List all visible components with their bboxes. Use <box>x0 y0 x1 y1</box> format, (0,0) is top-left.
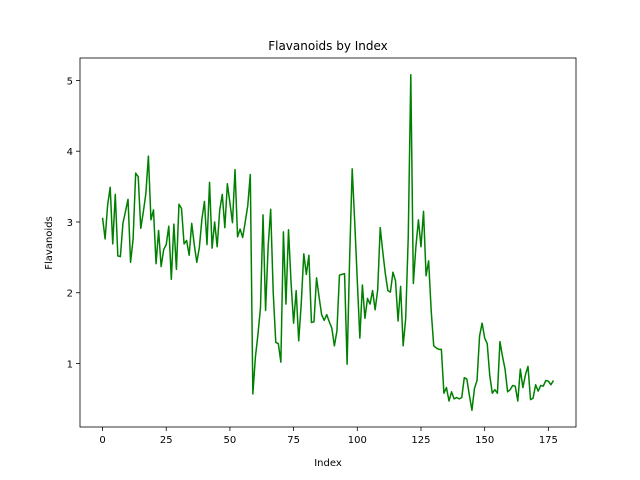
x-tick-label: 175 <box>539 435 558 446</box>
y-tick-label: 1 <box>67 360 73 371</box>
plot-frame <box>79 57 577 428</box>
y-tick-label: 4 <box>67 147 73 158</box>
data-line <box>101 74 555 411</box>
y-tick-label: 3 <box>67 218 73 229</box>
x-axis-label: Index <box>314 458 342 469</box>
x-tick-label: 100 <box>348 435 367 446</box>
y-tick-label: 5 <box>67 76 73 87</box>
x-tick-label: 75 <box>287 435 300 446</box>
x-tick-label: 125 <box>411 435 430 446</box>
x-tick-label: 50 <box>224 435 237 446</box>
x-tick-label: 150 <box>475 435 494 446</box>
chart-title: Flavanoids by Index <box>268 39 388 53</box>
y-tick-label: 2 <box>67 289 73 300</box>
x-tick-label: 25 <box>160 435 173 446</box>
x-tick-label: 0 <box>99 435 105 446</box>
y-axis-label: Flavanoids <box>44 216 55 270</box>
